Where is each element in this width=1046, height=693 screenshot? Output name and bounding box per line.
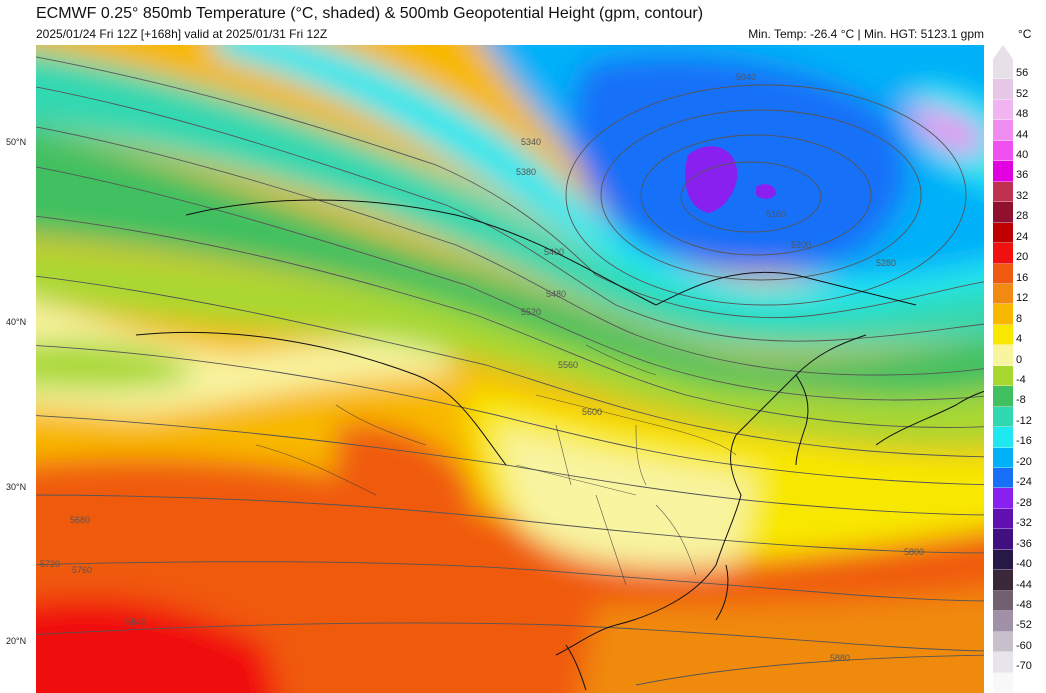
lat-label: 50°N [6,137,27,147]
colorbar-cell [993,304,1013,325]
colorbar-cell [993,406,1013,428]
colorbar-tick-label: 20 [1016,251,1029,264]
chart-title: ECMWF 0.25° 850mb Temperature (°C, shade… [36,5,704,22]
colorbar-cell [993,181,1013,203]
colorbar-cell [993,508,1013,530]
colorbar-tick-label: -24 [1016,476,1032,489]
colorbar-tick-label: -70 [1016,660,1032,673]
colorbar-tick-label: 24 [1016,230,1029,243]
contour-label: 5160 [766,209,786,219]
colorbar-cell [993,427,1013,448]
contour-label: 5340 [521,137,541,147]
colorbar-arrow [993,45,1013,59]
coastlines-borders [135,199,984,691]
colorbar-tick-label: -12 [1016,414,1032,427]
colorbar-tick-label: 52 [1016,87,1029,100]
contour-label: 5760 [72,565,92,575]
contour-label: 5680 [70,515,90,525]
height-contours [36,56,984,686]
contour-label: 5560 [558,360,578,370]
colorbar-tick-label: -44 [1016,578,1032,591]
contour-label: 5880 [830,653,850,663]
colorbar-ticks: 56 52 48 44 40 36 32 28 24 20 16 12 8 4 0 -4 -8 -12 -16 -20… [1016,45,1046,693]
colorbar-cell [993,386,1013,407]
colorbar-tick-label: -60 [1016,639,1032,652]
colorbar-tick-label: 4 [1016,333,1023,346]
colorbar-tick-label: 40 [1016,149,1029,162]
colorbar-unit: °C [1018,27,1032,41]
contour-label: 5480 [546,289,566,299]
contour-label: 5520 [521,307,541,317]
colorbar-cell [993,243,1013,264]
colorbar-cell [993,529,1013,550]
colorbar-cell [993,120,1013,141]
cold-pocket [756,184,776,199]
colorbar-cell [993,488,1013,509]
contour-labels: 5040 5160 5200 5280 5340 5380 5400 5480 … [40,72,924,663]
colorbar-cell [993,652,1013,673]
colorbar-tick-label: -36 [1016,537,1032,550]
contour-label: 5840 [126,617,146,627]
colorbar-cell [993,79,1013,100]
temperature-shading [36,45,984,693]
colorbar-tick-label: -40 [1016,558,1032,571]
colorbar-tick-label: -48 [1016,598,1032,611]
colorbar-tick-label: -4 [1016,374,1026,386]
colorbar-cell [993,549,1013,571]
colorbar-cell [993,590,1013,612]
colorbar [993,45,1013,693]
colorbar-cell [993,570,1013,591]
colorbar-tick-label: 36 [1016,169,1029,182]
colorbar-tick-label: 16 [1016,271,1029,284]
min-stats: Min. Temp: -26.4 °C | Min. HGT: 5123.1 g… [748,27,984,41]
colorbar-cell [993,365,1013,387]
province-borders [255,344,737,586]
colorbar-tick-label: -32 [1016,517,1032,530]
colorbar-tick-label: 56 [1016,67,1029,80]
cold-pocket [685,146,738,213]
run-valid-time: 2025/01/24 Fri 12Z [+168h] valid at 2025… [36,27,328,41]
colorbar-cell [993,222,1013,244]
colorbar-tick-label: 0 [1016,353,1023,366]
contour-label: 5380 [516,167,536,177]
lat-label: 20°N [6,636,27,646]
contour-label: 5200 [791,240,811,250]
colorbar-cell [993,283,1013,305]
colorbar-tick-label: -28 [1016,496,1032,509]
lat-label: 40°N [6,317,27,327]
colorbar-cell [993,99,1013,121]
colorbar-tick-label: 12 [1016,292,1029,305]
colorbar-cell [993,140,1013,162]
contour-label: 5280 [876,258,896,268]
contour-label: 5600 [582,407,602,417]
colorbar-cell [993,263,1013,284]
colorbar-cell [993,202,1013,223]
contour-label: 5720 [40,559,60,569]
lat-label: 30°N [6,482,27,492]
colorbar-tick-label: 8 [1016,312,1023,325]
colorbar-cell [993,468,1013,489]
colorbar-tick-label: 48 [1016,108,1029,121]
colorbar-cell [993,345,1013,366]
colorbar-tick-label: 28 [1016,210,1029,223]
contour-label: 5800 [904,547,924,557]
colorbar-cell [993,447,1013,469]
colorbar-cell [993,611,1013,632]
colorbar-cell [993,672,1013,693]
map-canvas: 5040 5160 5200 5280 5340 5380 5400 5480 … [36,45,984,693]
colorbar-tick-label: -8 [1016,394,1026,407]
contour-label: 5040 [736,72,756,82]
colorbar-tick-label: -52 [1016,619,1032,632]
colorbar-tick-label: -16 [1016,435,1032,448]
colorbar-tick-label: 44 [1016,128,1029,141]
colorbar-cell [993,631,1013,653]
colorbar-tick-label: 32 [1016,189,1029,202]
weather-map: 5040 5160 5200 5280 5340 5380 5400 5480 … [36,45,984,693]
colorbar-cell [993,324,1013,346]
colorbar-cell [993,161,1013,182]
colorbar-cell [993,59,1013,80]
colorbar-tick-label: -20 [1016,455,1032,468]
